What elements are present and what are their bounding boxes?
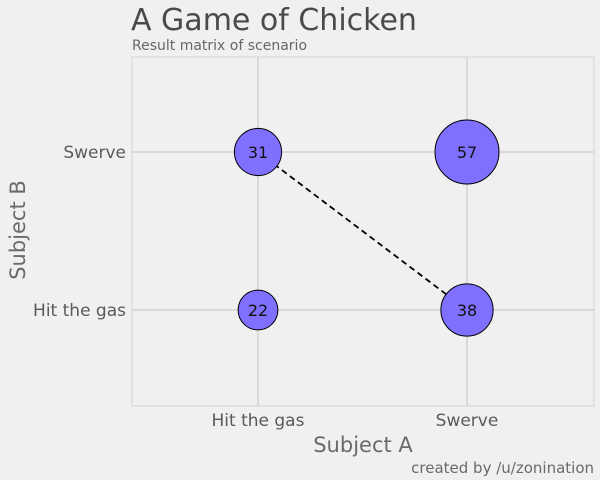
bubble (440, 283, 494, 337)
bubble (237, 289, 279, 331)
tick-labels: Hit the gas Swerve Hit the gas Swerve (33, 143, 498, 431)
chart-subtitle: Result matrix of scenario (132, 38, 307, 54)
bubble-label: 31 (248, 143, 268, 162)
chart-caption: created by /u/zonination (411, 459, 594, 477)
bubbles: 31 57 22 38 (233, 119, 500, 337)
bubble-label: 38 (457, 301, 477, 320)
x-axis-title: Subject A (313, 433, 413, 457)
bubble (233, 127, 283, 177)
x-tick-label: Swerve (436, 411, 499, 431)
gridlines (132, 57, 594, 406)
x-tick-label: Hit the gas (212, 411, 305, 431)
plot-panel (131, 56, 595, 407)
y-tick-label: Swerve (63, 143, 126, 163)
bubble-label: 22 (248, 301, 268, 320)
connector (257, 151, 468, 311)
chart-title: A Game of Chicken (131, 3, 417, 38)
y-tick-label: Hit the gas (33, 301, 126, 321)
bubble (434, 119, 500, 185)
bubble-label: 57 (457, 143, 477, 162)
y-axis-title: Subject B (6, 180, 30, 280)
connector-line (257, 151, 468, 311)
